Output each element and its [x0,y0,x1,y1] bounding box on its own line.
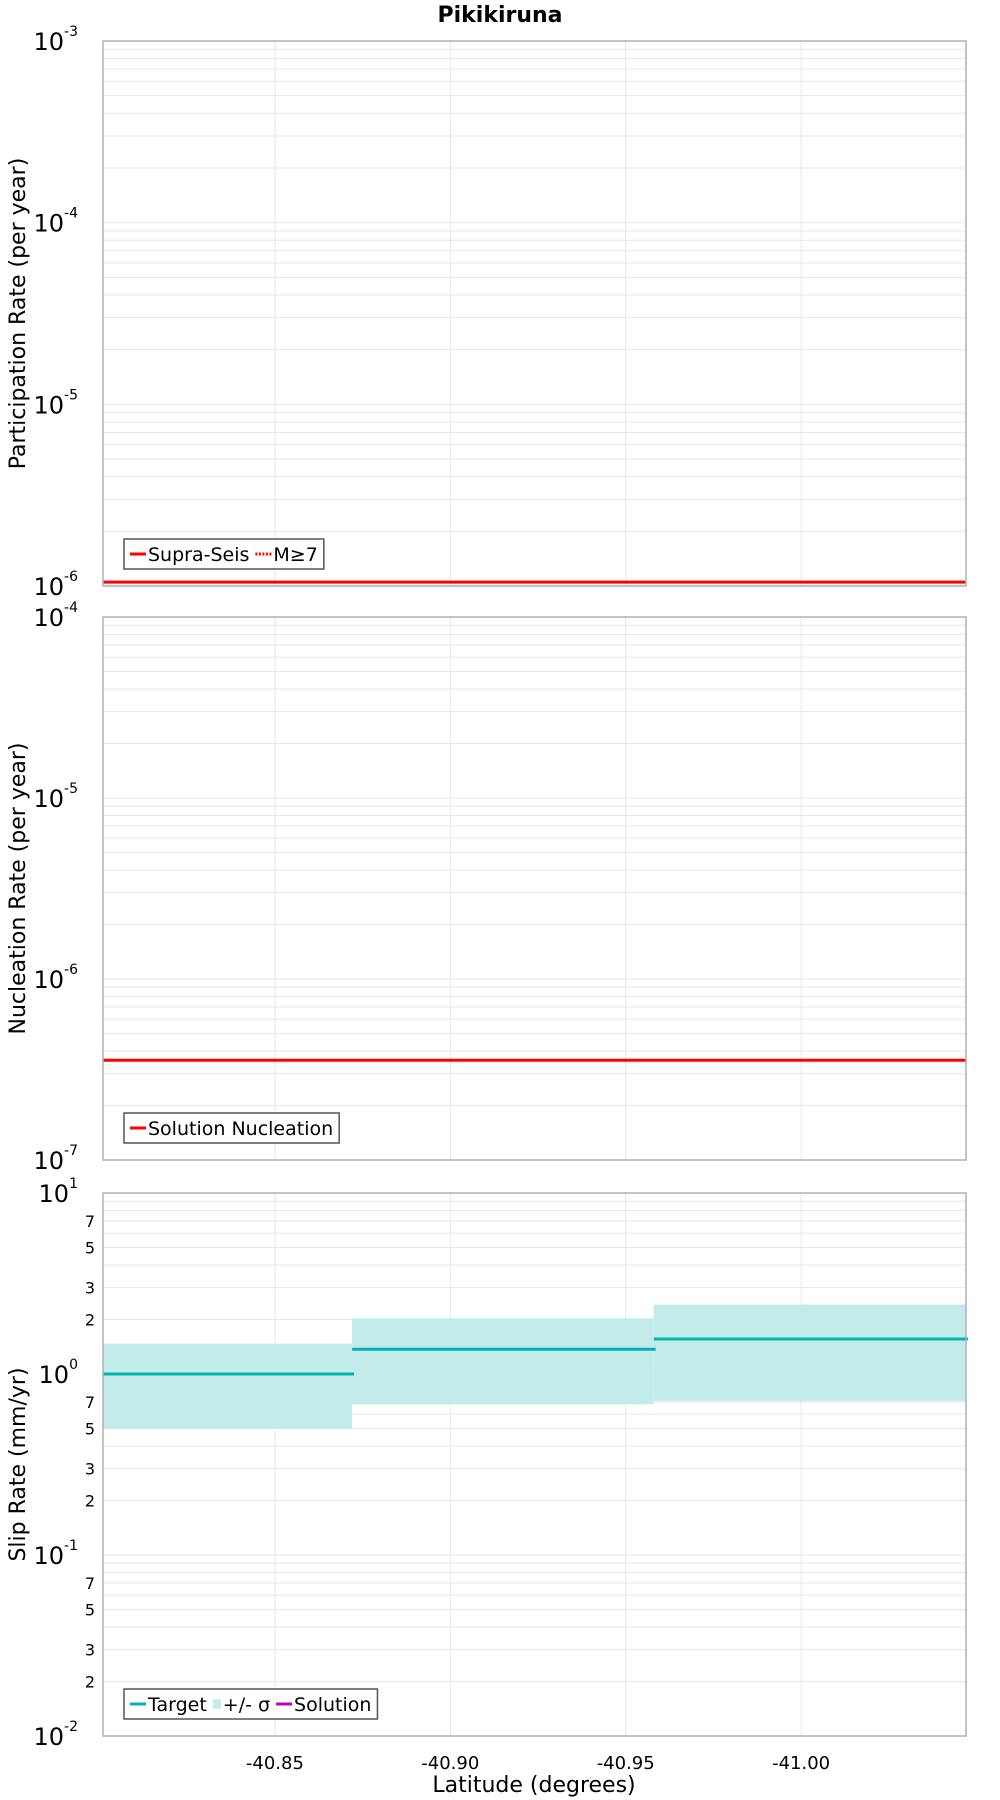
plot-frame [102,1192,967,1737]
sigma-band-2 [352,1318,654,1405]
y-tick-label: 100 [39,1357,78,1389]
legend: Supra-Seis M≥7 [123,538,325,570]
y-minor-tick-label: 5 [85,1238,95,1257]
legend-background [124,539,324,569]
y-axis-label: Slip Rate (mm/yr) [6,1367,31,1561]
y-tick-label: 10-4 [33,600,78,632]
y-axis-label: Nucleation Rate (per year) [6,743,31,1035]
legend-label: +/- σ [223,1694,270,1716]
x-tick-label: -40.90 [421,1753,479,1774]
x-tick-label: -40.95 [597,1753,655,1774]
y-tick-label: 10-6 [33,962,78,994]
y-tick-label: 10-3 [33,24,78,56]
y-minor-tick-label: 2 [85,1492,95,1511]
panel-2: 10-7 10-6 10-5 10-4 Nucleation Rate (per yea… [6,600,967,1175]
chart-title: Pikikiruna [437,3,562,28]
legend-label: Target [147,1694,207,1716]
y-minor-tick-label: 7 [85,1393,95,1412]
y-minor-tick-label: 5 [85,1600,95,1619]
legend: Solution Nucleation [123,1112,340,1144]
legend-background [124,1689,378,1719]
y-tick-label: 10-7 [33,1143,78,1175]
legend-background [124,1113,340,1143]
legend-label: M≥7 [273,544,317,566]
y-minor-tick-label: 3 [85,1641,95,1660]
legend-frame [123,1112,340,1144]
y-minor-tick-label: 7 [85,1574,95,1593]
sigma-band-1 [103,1343,353,1429]
y-tick-label: 10-2 [33,1719,78,1751]
y-axis-label: Participation Rate (per year) [6,158,31,470]
sigma-band-3 [653,1304,966,1401]
legend: Target +/- σ Solution [123,1688,379,1720]
y-minor-tick-label: 2 [85,1673,95,1692]
y-tick-label: 10-4 [33,206,78,238]
legend-label: Supra-Seis [148,544,249,566]
legend-frame [123,1688,379,1720]
plot-frame [102,40,967,587]
legend-frame [123,538,325,570]
plot-frame [102,616,967,1161]
legend-swatch-band [212,1699,221,1709]
y-minor-tick-label: 7 [85,1212,95,1231]
y-tick-label: 10-6 [33,569,78,601]
x-tick-label: -41.00 [772,1753,830,1774]
legend-label: Solution [294,1694,371,1716]
y-minor-tick-label: 3 [85,1279,95,1298]
y-minor-tick-label: 3 [85,1460,95,1479]
y-tick-label: 101 [39,1176,78,1208]
y-tick-label: 10-5 [33,781,78,813]
x-tick-label: -40.85 [246,1753,304,1774]
y-tick-label: 10-1 [33,1538,78,1570]
y-minor-tick-label: 5 [85,1419,95,1438]
legend-label: Solution Nucleation [148,1118,333,1140]
y-minor-tick-label: 2 [85,1311,95,1330]
panel-3: 10-2 10-1 100 101 2 3 5 7 2 3 5 7 2 3 5 7 -40.85 -40.90 -4… [6,1176,968,1774]
x-axis-label: Latitude (degrees) [432,1773,635,1798]
panel-1: 10-6 10-5 10-4 10-3 Participation Rate (per … [6,24,967,601]
y-tick-label: 10-5 [33,387,78,419]
